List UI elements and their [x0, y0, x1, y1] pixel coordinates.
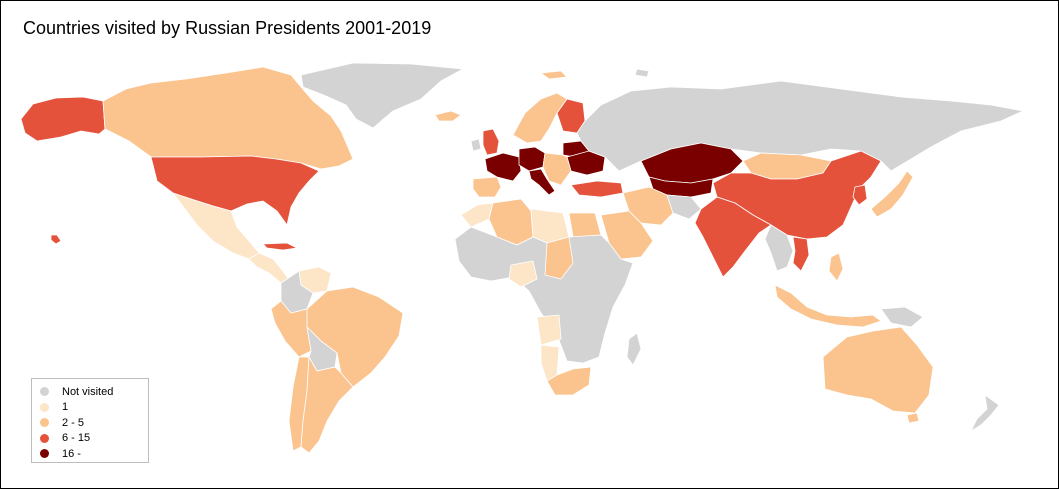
legend-swatch: [40, 433, 49, 443]
region-indonesia[interactable]: [774, 284, 882, 328]
region-novaya-zemlya[interactable]: [634, 68, 650, 78]
region-egypt[interactable]: [568, 212, 602, 238]
region-sudan[interactable]: [544, 236, 574, 280]
region-france[interactable]: [484, 152, 522, 182]
region-angola[interactable]: [536, 314, 562, 346]
region-germany[interactable]: [518, 146, 546, 172]
legend-label: 1: [62, 401, 69, 414]
legend-label: 16 -: [62, 447, 81, 460]
legend-swatch: [40, 402, 49, 412]
region-south-africa[interactable]: [546, 366, 592, 396]
region-tasmania[interactable]: [906, 412, 920, 424]
region-central-america[interactable]: [248, 252, 292, 284]
legend-label: 6 - 15: [62, 432, 91, 445]
legend-item-not-visited: Not visited: [40, 384, 148, 400]
legend-swatch: [40, 387, 49, 397]
region-madagascar[interactable]: [626, 332, 642, 366]
region-new-zealand[interactable]: [970, 394, 1000, 433]
legend-label: 2 - 5: [62, 416, 85, 429]
region-cuba[interactable]: [262, 242, 299, 251]
region-papua-new-guinea[interactable]: [880, 306, 924, 328]
legend-item-2-5: 2 - 5: [40, 415, 148, 431]
region-russia[interactable]: [576, 80, 1025, 172]
region-japan[interactable]: [870, 170, 914, 218]
legend-item-6-15: 6 - 15: [40, 431, 148, 447]
region-italy[interactable]: [528, 168, 556, 196]
legend-swatch: [40, 418, 49, 428]
region-nigeria[interactable]: [508, 260, 538, 288]
region-libya[interactable]: [530, 208, 570, 244]
region-southeast-asia[interactable]: [764, 224, 794, 272]
region-vietnam[interactable]: [792, 236, 810, 272]
map-title: Countries visited by Russian Presidents …: [23, 18, 432, 38]
region-turkey[interactable]: [570, 180, 624, 198]
legend-swatch: [40, 449, 49, 459]
legend-label: Not visited: [62, 385, 114, 398]
region-hawaii[interactable]: [50, 234, 62, 245]
region-spain[interactable]: [472, 176, 502, 198]
region-svalbard[interactable]: [539, 70, 568, 80]
region-united-kingdom[interactable]: [482, 128, 500, 156]
region-greenland[interactable]: [300, 62, 465, 129]
region-eastern-europe[interactable]: [542, 152, 572, 186]
region-afghanistan[interactable]: [666, 194, 702, 220]
legend: Not visited 1 2 - 5 6 - 15 16 -: [31, 378, 149, 463]
region-alaska[interactable]: [20, 96, 106, 142]
region-united-states[interactable]: [150, 155, 320, 226]
region-india[interactable]: [694, 196, 772, 278]
region-australia[interactable]: [822, 326, 934, 414]
region-philippines[interactable]: [828, 252, 844, 282]
region-argentina[interactable]: [300, 355, 354, 454]
region-korea[interactable]: [852, 184, 868, 206]
legend-item-16-plus: 16 -: [40, 446, 148, 462]
region-morocco[interactable]: [460, 202, 494, 228]
region-ireland[interactable]: [470, 138, 482, 152]
region-iceland[interactable]: [434, 110, 462, 122]
legend-item-1: 1: [40, 400, 148, 416]
